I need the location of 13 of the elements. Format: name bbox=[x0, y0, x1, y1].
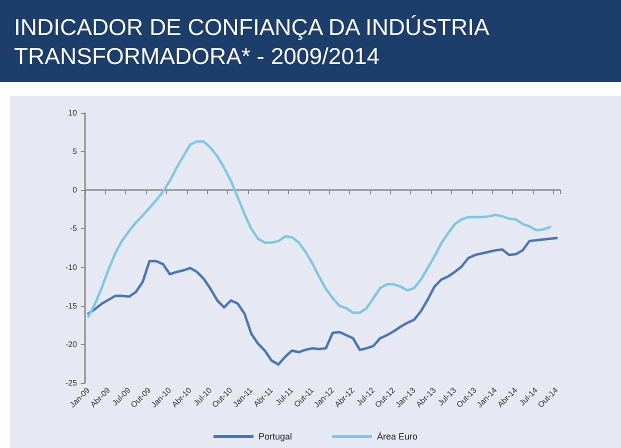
y-tick-label: -5 bbox=[70, 224, 78, 234]
line-series bbox=[87, 236, 558, 366]
y-tick-label: 0 bbox=[72, 186, 78, 195]
legend-label: Portugal bbox=[258, 432, 292, 442]
chart-title: INDICADOR DE CONFIANÇA DA INDÚSTRIA TRANSFORMADORA* - 2009/2014 bbox=[0, 0, 621, 82]
line-series bbox=[87, 140, 552, 318]
legend-label: Área Euro bbox=[377, 432, 418, 442]
y-tick-label: -15 bbox=[65, 301, 78, 310]
y-tick-label: -10 bbox=[65, 262, 78, 272]
y-tick-label: 5 bbox=[72, 147, 78, 156]
y-tick-label: 10 bbox=[68, 108, 78, 118]
y-tick-label: -20 bbox=[65, 340, 78, 349]
y-tick-label: -25 bbox=[65, 378, 78, 388]
